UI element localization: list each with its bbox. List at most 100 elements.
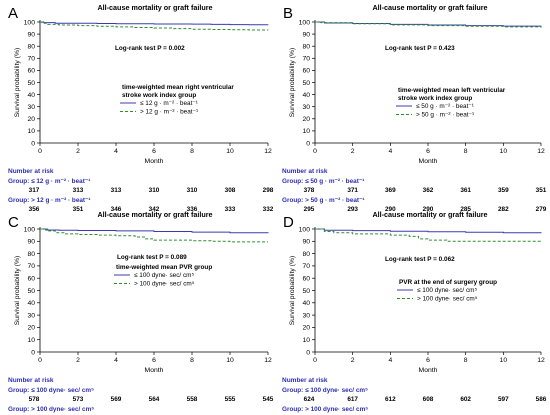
logrank-annotation: Log-rank test P = 0.089 <box>117 254 187 261</box>
risk-group-label: Group: > 12 g · m⁻² · beat⁻¹ <box>8 197 91 204</box>
x-tick-label: 10 <box>500 357 508 364</box>
x-tick-label: 12 <box>537 148 545 155</box>
risk-group-label: Group: > 100 dyne· sec/ cm⁵ <box>282 406 368 413</box>
y-tick-label: 70 <box>302 56 310 63</box>
y-tick-label: 100 <box>24 226 36 233</box>
y-tick-label: 20 <box>302 116 310 123</box>
x-tick-label: 0 <box>313 148 317 155</box>
risk-count: 564 <box>149 396 160 403</box>
risk-count: 298 <box>263 187 274 194</box>
y-tick-label: 100 <box>24 19 36 26</box>
y-tick-label: 10 <box>302 337 310 344</box>
legend: PVR at the end of surgery group≤ 100 dyn… <box>397 279 497 303</box>
legend-item-1: ≤ 100 dyne· sec/ cm⁵ <box>417 287 477 294</box>
logrank-annotation: Log-rank test P = 0.002 <box>115 45 185 52</box>
y-tick-label: 40 <box>302 92 310 99</box>
y-tick-label: 10 <box>27 128 35 135</box>
y-tick-label: 50 <box>302 80 310 87</box>
panel-letter: A <box>8 5 18 22</box>
y-tick-label: 40 <box>27 92 35 99</box>
x-tick-label: 6 <box>426 357 430 364</box>
y-tick-label: 20 <box>302 325 310 332</box>
series-line-1 <box>40 228 269 234</box>
risk-group-label: Group: ≤ 100 dyne· sec/ cm⁵ <box>8 387 94 394</box>
x-tick-label: 0 <box>38 357 42 364</box>
series-line-2 <box>315 21 542 28</box>
y-tick-label: 0 <box>31 140 35 147</box>
series-line-1 <box>315 228 542 234</box>
risk-count: 558 <box>187 396 198 403</box>
risk-count: 602 <box>460 396 471 403</box>
risk-count: 586 <box>536 396 547 403</box>
x-tick-label: 8 <box>464 148 468 155</box>
logrank-annotation: Log-rank test P = 0.423 <box>385 45 455 52</box>
y-tick-label: 90 <box>27 31 35 38</box>
y-tick-label: 70 <box>27 56 35 63</box>
y-tick-label: 90 <box>302 31 310 38</box>
risk-count: 578 <box>29 396 40 403</box>
y-tick-label: 60 <box>302 276 310 283</box>
legend-item-2: > 50 g · m⁻² · beat⁻¹ <box>416 112 474 119</box>
panel-c: C All-cause mortality or graft failure 0 10… <box>8 210 274 413</box>
risk-count: 295 <box>304 206 315 213</box>
panel-letter: B <box>283 5 293 22</box>
y-tick-label: 0 <box>306 140 310 147</box>
y-tick-label: 40 <box>302 300 310 307</box>
x-axis-label: Month <box>419 158 438 165</box>
y-tick-label: 70 <box>27 263 35 270</box>
x-tick-label: 6 <box>152 357 156 364</box>
risk-count: 310 <box>187 187 198 194</box>
risk-group-label: Group: ≤ 12 g · m⁻² · beat⁻¹ <box>8 178 90 185</box>
risk-table: Number at risk Group: ≤ 12 g · m⁻² · beat… <box>8 168 274 213</box>
legend-item-2: > 12 g · m⁻² · beat⁻¹ <box>140 109 198 116</box>
chart-title: All-cause mortality or graft failure <box>372 210 487 219</box>
y-axis-label: Survival probability (%) <box>14 48 21 118</box>
legend-item-2: > 100 dyne· sec/ cm⁵ <box>417 296 478 303</box>
risk-count: 282 <box>498 206 509 213</box>
risk-count: 336 <box>187 206 198 213</box>
x-tick-label: 2 <box>76 357 80 364</box>
risk-count: 351 <box>536 187 547 194</box>
risk-count: 346 <box>111 206 122 213</box>
y-tick-label: 10 <box>27 337 35 344</box>
risk-count: 617 <box>347 396 358 403</box>
risk-table: Number at risk Group: ≤ 100 dyne· sec/ cm… <box>282 377 547 413</box>
x-tick-label: 2 <box>76 148 80 155</box>
logrank-annotation: Log-rank test P = 0.062 <box>385 256 455 263</box>
legend-title: time-weighted mean right ventricular <box>122 84 234 91</box>
y-tick-label: 50 <box>27 288 35 295</box>
risk-count: 285 <box>460 206 471 213</box>
risk-count: 597 <box>498 396 509 403</box>
risk-table-header: Number at risk <box>282 377 328 384</box>
x-tick-label: 8 <box>464 357 468 364</box>
risk-count: 308 <box>225 187 236 194</box>
y-tick-label: 60 <box>27 276 35 283</box>
y-tick-label: 100 <box>299 226 311 233</box>
chart-title: All-cause mortality or graft failure <box>97 210 212 219</box>
risk-group-label: Group: > 50 g · m⁻² · beat⁻¹ <box>282 197 365 204</box>
panel-letter: D <box>283 214 294 231</box>
y-tick-label: 80 <box>302 44 310 51</box>
risk-count: 310 <box>149 187 160 194</box>
legend-item-1: ≤ 12 g · m⁻² · beat⁻¹ <box>140 100 198 107</box>
series-line-2 <box>315 228 541 242</box>
x-tick-label: 6 <box>426 148 430 155</box>
x-tick-label: 2 <box>351 357 355 364</box>
y-tick-label: 40 <box>27 300 35 307</box>
risk-count: 313 <box>73 187 84 194</box>
risk-count: 290 <box>385 206 396 213</box>
y-tick-label: 50 <box>27 80 35 87</box>
panel-a: A All-cause mortality or graft failure 0 10… <box>8 3 274 213</box>
legend: time-weighted mean PVR group≤ 100 dyne· … <box>114 264 212 288</box>
risk-count: 555 <box>225 396 236 403</box>
y-tick-label: 20 <box>27 116 35 123</box>
x-tick-label: 4 <box>114 357 118 364</box>
risk-group-label: Group: ≤ 100 dyne· sec/ cm⁵ <box>282 387 368 394</box>
y-tick-label: 0 <box>306 349 310 356</box>
x-tick-label: 8 <box>190 148 194 155</box>
risk-table: Number at risk Group: ≤ 100 dyne· sec/ cm… <box>8 377 274 413</box>
y-tick-label: 80 <box>27 251 35 258</box>
risk-count: 369 <box>385 187 396 194</box>
legend-title: stroke work index group <box>398 95 472 102</box>
risk-table: Number at risk Group: ≤ 50 g · m⁻² · beat… <box>282 168 547 213</box>
